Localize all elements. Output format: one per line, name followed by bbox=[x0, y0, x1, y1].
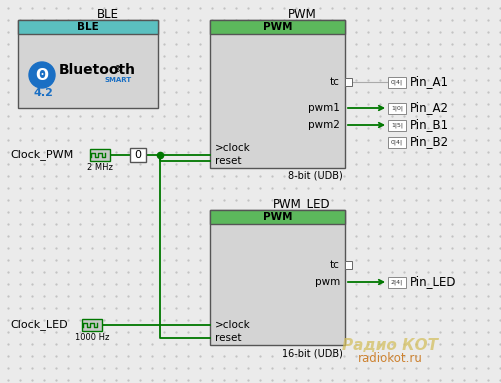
Text: reset: reset bbox=[214, 156, 241, 166]
Text: 2|4|: 2|4| bbox=[390, 279, 402, 285]
Text: 8-bit (UDB): 8-bit (UDB) bbox=[288, 171, 342, 181]
Text: Bluetooth: Bluetooth bbox=[59, 63, 136, 77]
Text: pwm1: pwm1 bbox=[308, 103, 339, 113]
Text: Pin_A1: Pin_A1 bbox=[409, 75, 448, 88]
Text: pwm2: pwm2 bbox=[308, 120, 339, 130]
Bar bbox=[387, 103, 405, 113]
Text: >clock: >clock bbox=[214, 320, 250, 330]
Text: PWM: PWM bbox=[287, 8, 316, 21]
Bar bbox=[209, 20, 344, 168]
Text: 0: 0 bbox=[134, 150, 141, 160]
Text: pwm: pwm bbox=[314, 277, 339, 287]
Text: 1|5|: 1|5| bbox=[390, 122, 402, 128]
Text: Pin_B1: Pin_B1 bbox=[409, 118, 448, 131]
Bar bbox=[387, 136, 405, 147]
Text: Clock_LED: Clock_LED bbox=[10, 319, 68, 331]
Text: Pin_B2: Pin_B2 bbox=[409, 136, 448, 149]
Bar bbox=[387, 277, 405, 288]
Text: reset: reset bbox=[214, 333, 241, 343]
Text: 0|4|: 0|4| bbox=[390, 139, 402, 145]
Bar bbox=[209, 210, 344, 224]
Text: tc: tc bbox=[330, 260, 339, 270]
Text: BLE: BLE bbox=[77, 22, 99, 32]
Text: PWM: PWM bbox=[262, 212, 292, 222]
Bar bbox=[90, 149, 110, 161]
Text: BLE: BLE bbox=[97, 8, 119, 21]
Bar bbox=[18, 20, 158, 34]
Text: 1000 Hz: 1000 Hz bbox=[75, 334, 109, 342]
Text: PWM_LED: PWM_LED bbox=[273, 198, 330, 211]
Bar bbox=[387, 77, 405, 87]
Text: Радио КОТ: Радио КОТ bbox=[341, 337, 437, 352]
Text: Pin_A2: Pin_A2 bbox=[409, 101, 448, 115]
Text: tc: tc bbox=[330, 77, 339, 87]
Bar bbox=[209, 20, 344, 34]
Text: 1|0|: 1|0| bbox=[390, 105, 402, 111]
Bar bbox=[130, 148, 146, 162]
Bar bbox=[344, 261, 351, 269]
Bar bbox=[209, 210, 344, 345]
Circle shape bbox=[29, 62, 55, 88]
Text: SMART: SMART bbox=[105, 77, 132, 83]
Text: 2 MHz: 2 MHz bbox=[87, 164, 113, 172]
Text: Pin_LED: Pin_LED bbox=[409, 275, 455, 288]
Text: PWM: PWM bbox=[262, 22, 292, 32]
Text: 0|4|: 0|4| bbox=[390, 79, 402, 85]
Text: 16-bit (UDB): 16-bit (UDB) bbox=[282, 348, 342, 358]
Text: ®: ® bbox=[114, 65, 121, 75]
Text: >clock: >clock bbox=[214, 143, 250, 153]
Text: ʘ: ʘ bbox=[36, 67, 49, 82]
Bar bbox=[18, 20, 158, 108]
Bar bbox=[387, 119, 405, 131]
Bar bbox=[82, 319, 102, 331]
Text: 4.2: 4.2 bbox=[34, 88, 54, 98]
Bar bbox=[344, 78, 351, 86]
Text: radiokot.ru: radiokot.ru bbox=[357, 352, 422, 365]
Text: Clock_PWM: Clock_PWM bbox=[10, 149, 73, 160]
